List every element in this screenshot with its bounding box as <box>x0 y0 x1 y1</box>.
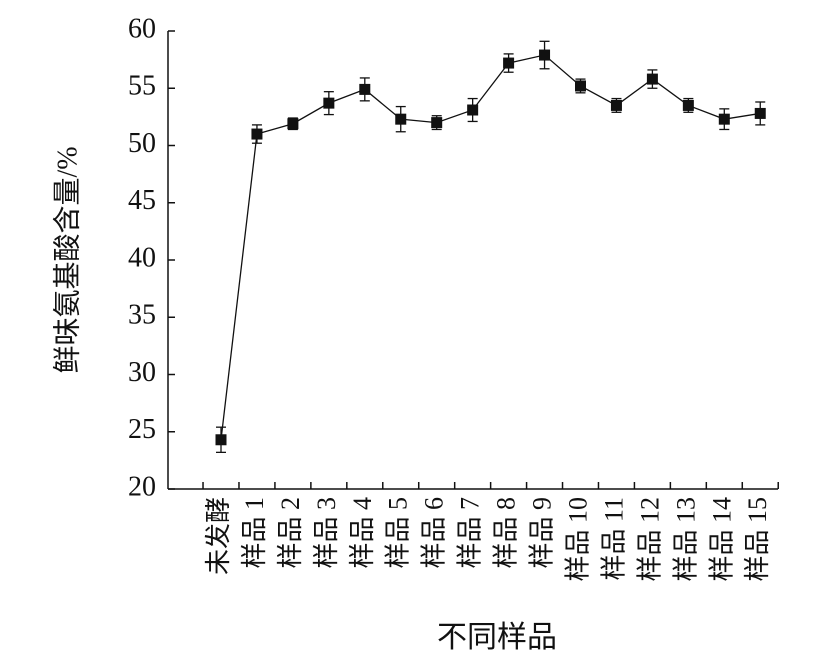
x-tick-label: 样品 4 <box>348 497 377 569</box>
x-tick-label: 样品 8 <box>492 497 521 569</box>
data-point <box>215 434 227 446</box>
y-tick-label: 35 <box>128 300 156 331</box>
x-tick-label: 样品 9 <box>528 497 557 569</box>
x-tick-label: 样品 11 <box>599 497 628 581</box>
y-tick-label: 20 <box>128 471 156 502</box>
y-tick-label: 40 <box>128 242 156 273</box>
x-tick-label: 样品 5 <box>384 497 413 569</box>
data-point <box>467 104 479 116</box>
data-point <box>610 99 622 111</box>
x-tick-label: 样品 6 <box>420 497 449 569</box>
y-tick-label: 60 <box>128 13 156 44</box>
data-point <box>718 113 730 125</box>
x-tick-label: 样品 7 <box>456 497 485 569</box>
data-point <box>251 128 263 140</box>
y-axis-title: 鲜味氨基酸含量/% <box>51 146 83 373</box>
x-tick-label: 样品 14 <box>707 497 736 582</box>
x-tick-label: 样品 10 <box>563 497 592 582</box>
y-tick-label: 45 <box>128 185 156 216</box>
x-tick-label: 样品 13 <box>671 497 700 582</box>
x-tick-label: 样品 12 <box>635 497 664 582</box>
data-point <box>575 80 586 92</box>
data-point <box>646 73 658 85</box>
x-tick-label: 样品 2 <box>276 497 305 569</box>
data-point <box>359 83 371 95</box>
x-tick-label: 样品 15 <box>743 497 772 582</box>
data-point <box>431 117 443 129</box>
x-tick-label: 样品 3 <box>312 497 341 569</box>
data-point <box>287 118 299 130</box>
data-point <box>754 107 766 119</box>
y-tick-label: 30 <box>128 357 156 388</box>
data-line <box>220 54 761 440</box>
data-point <box>503 57 515 69</box>
data-point <box>682 99 694 111</box>
x-tick-label: 未发酵 <box>204 497 233 575</box>
y-tick-label: 25 <box>128 414 156 445</box>
y-tick-label: 50 <box>128 128 156 159</box>
x-axis-title: 不同样品 <box>437 621 557 654</box>
y-tick-label: 55 <box>128 71 156 102</box>
x-tick-label: 样品 1 <box>240 497 269 569</box>
data-point <box>323 97 335 109</box>
data-point <box>395 113 407 125</box>
data-point <box>539 49 551 61</box>
